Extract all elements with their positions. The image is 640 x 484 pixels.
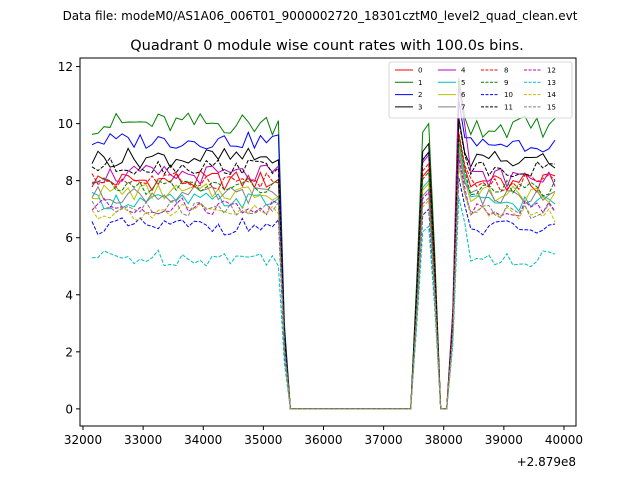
x-ticks: 32000 33000 34000 35000 36000 37000 38000 39000… xyxy=(64,426,583,447)
legend-label-7: 7 xyxy=(461,103,465,111)
chart-title: Quadrant 0 module wise count rates with … xyxy=(130,38,524,54)
series-line-3 xyxy=(91,117,556,410)
legend-label-13: 13 xyxy=(547,79,556,87)
figure-suptitle: Data file: modeM0/AS1A06_006T01_90000027… xyxy=(63,9,578,23)
x-tick-label: 33000 xyxy=(124,433,162,447)
y-tick-label: 10 xyxy=(58,117,73,131)
series-line-2 xyxy=(91,100,556,410)
legend-label-11: 11 xyxy=(504,103,513,111)
y-ticks: 0 2 4 6 8 10 12 xyxy=(58,60,80,416)
series-line-15 xyxy=(91,163,556,410)
legend-label-1: 1 xyxy=(418,79,422,87)
series-line-13 xyxy=(91,197,556,410)
x-tick-label: 34000 xyxy=(184,433,222,447)
y-tick-label: 2 xyxy=(65,345,73,359)
x-tick-label: 40000 xyxy=(545,433,583,447)
legend-label-5: 5 xyxy=(461,79,465,87)
legend-label-10: 10 xyxy=(504,91,513,99)
x-tick-label: 35000 xyxy=(244,433,282,447)
legend-box xyxy=(388,61,573,119)
x-tick-label: 38000 xyxy=(425,433,463,447)
series-line-9 xyxy=(91,137,556,410)
x-tick-label: 32000 xyxy=(64,433,102,447)
legend-label-14: 14 xyxy=(547,91,556,99)
legend-label-9: 9 xyxy=(504,79,508,87)
series-line-7 xyxy=(91,152,556,410)
legend-label-3: 3 xyxy=(418,103,422,111)
legend-label-2: 2 xyxy=(418,91,422,99)
y-tick-label: 4 xyxy=(65,288,73,302)
x-tick-label: 36000 xyxy=(304,433,342,447)
x-tick-label: 39000 xyxy=(485,433,523,447)
series-lines xyxy=(91,77,556,410)
legend-label-12: 12 xyxy=(547,67,556,75)
series-line-10 xyxy=(91,177,556,410)
y-tick-label: 0 xyxy=(65,402,73,416)
y-tick-label: 6 xyxy=(65,231,73,245)
series-line-8 xyxy=(91,132,556,410)
series-line-4 xyxy=(91,86,556,410)
legend-label-6: 6 xyxy=(461,91,466,99)
x-axis-offset-label: +2.879e8 xyxy=(517,455,576,469)
series-line-14 xyxy=(91,166,556,410)
y-tick-label: 8 xyxy=(65,174,73,188)
series-line-1 xyxy=(91,77,556,410)
y-tick-label: 12 xyxy=(58,60,73,74)
x-tick-label: 37000 xyxy=(365,433,403,447)
legend-label-0: 0 xyxy=(418,67,422,75)
axes-frame xyxy=(79,57,577,427)
legend-label-4: 4 xyxy=(461,67,466,75)
legend-label-15: 15 xyxy=(547,103,556,111)
legend-label-8: 8 xyxy=(504,67,508,75)
series-line-12 xyxy=(91,157,556,410)
